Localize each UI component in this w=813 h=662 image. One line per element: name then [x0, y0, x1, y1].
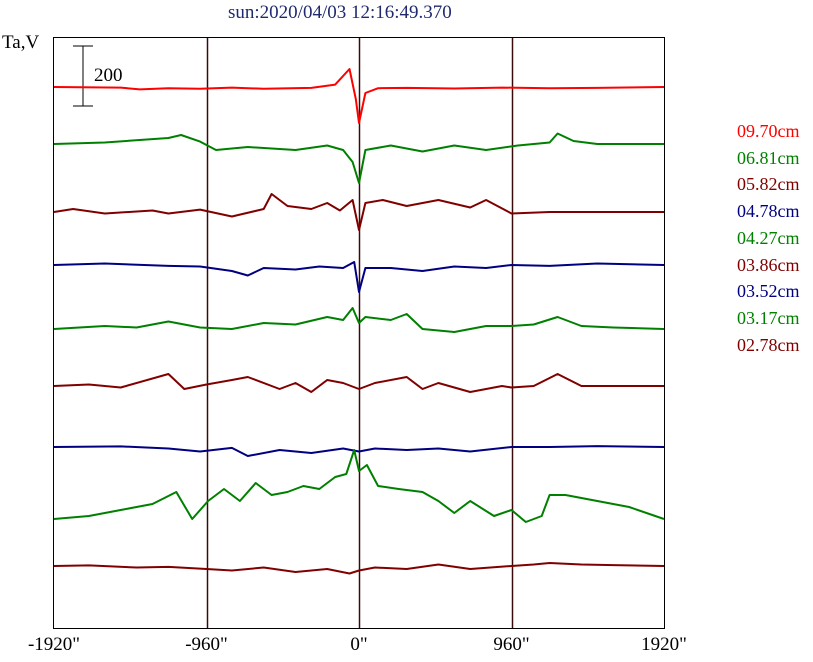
scale-bar-label: 200 [94, 65, 123, 86]
x-tick-label: -1920" [27, 634, 81, 655]
x-tick-label: 960" [493, 634, 530, 655]
legend-item: 04.78cm [737, 201, 800, 222]
y-axis-label: Ta,V [2, 32, 40, 53]
series-line-09.70cm [53, 68, 665, 124]
series-line-04.27cm [53, 307, 665, 333]
legend-item: 03.52cm [737, 281, 800, 302]
legend-item: 09.70cm [737, 121, 800, 141]
series-line-05.82cm [53, 193, 664, 231]
series-lines [53, 68, 665, 575]
plot-frame [53, 37, 665, 629]
legend-item: 03.86cm [737, 254, 800, 275]
legend-item: 04.27cm [737, 227, 800, 248]
series-line-03.17cm [53, 449, 665, 523]
vertical-reference-lines [206, 38, 514, 628]
series-line-02.78cm [53, 562, 665, 575]
scale-bar [73, 45, 93, 107]
x-tick-label: 0" [350, 634, 368, 655]
legend: 09.70cm 06.81cm 05.82cm 04.78cm 04.27cm 03.86… [737, 118, 800, 358]
series-line-03.86cm [53, 373, 664, 393]
chart-title: sun:2020/04/03 12:16:49.370 [228, 2, 452, 23]
legend-item: 06.81cm [737, 147, 800, 168]
x-tick-label: -960" [185, 634, 228, 655]
series-line-03.52cm [53, 445, 665, 457]
series-line-06.81cm [53, 132, 664, 184]
series-line-04.78cm [53, 261, 665, 293]
legend-item: 02.78cm [737, 334, 800, 355]
legend-item: 05.82cm [737, 174, 800, 195]
legend-item: 03.17cm [737, 307, 800, 328]
x-tick-label: 1920" [641, 634, 687, 655]
